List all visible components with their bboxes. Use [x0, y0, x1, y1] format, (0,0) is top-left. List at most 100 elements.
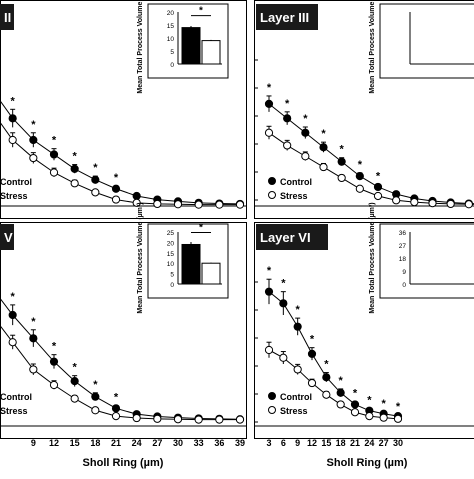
data-point	[374, 183, 381, 190]
inset-bar	[182, 244, 200, 284]
inset-tick-label: 20	[167, 240, 175, 247]
data-point	[195, 201, 202, 208]
data-point	[337, 401, 344, 408]
data-point	[30, 335, 37, 342]
data-point	[393, 197, 400, 204]
significance-asterisk: *	[303, 113, 308, 125]
data-point	[308, 350, 315, 357]
data-point	[9, 339, 16, 346]
data-point	[71, 395, 78, 402]
panel-label: Layer III	[260, 10, 309, 25]
legend-label: Stress	[280, 406, 308, 416]
legend-label: Control	[0, 177, 32, 187]
data-point	[338, 158, 345, 165]
inset-bar	[202, 263, 220, 284]
inset-frame	[380, 224, 474, 298]
significance-asterisk: *	[11, 95, 16, 107]
significance-asterisk: *	[11, 291, 16, 303]
significance-asterisk: *	[267, 82, 272, 94]
data-point	[71, 378, 78, 385]
inset-chart: Mean Total Process Volume (µm³)	[369, 0, 474, 94]
data-point	[112, 413, 119, 420]
data-point	[265, 288, 272, 295]
x-tick-label: 12	[49, 438, 59, 448]
x-axis-label: Sholl Ring (µm)	[327, 457, 408, 469]
legend-marker	[269, 178, 276, 185]
data-point	[323, 391, 330, 398]
x-tick-label: 39	[235, 438, 245, 448]
significance-asterisk: *	[114, 392, 119, 404]
data-point	[71, 180, 78, 187]
significance-asterisk: *	[52, 135, 57, 147]
data-point	[366, 413, 373, 420]
inset-tick-label: 27	[399, 243, 407, 250]
x-tick-label: 15	[70, 438, 80, 448]
significance-asterisk: *	[340, 144, 345, 156]
x-axis-label: Sholl Ring (µm)	[83, 457, 164, 469]
significance-asterisk: *	[52, 341, 57, 353]
x-tick-label: 30	[393, 438, 403, 448]
significance-asterisk: *	[321, 128, 326, 140]
significance-asterisk: *	[376, 170, 381, 182]
data-point	[308, 379, 315, 386]
legend-label: Control	[280, 177, 312, 187]
inset-tick-label: 15	[167, 23, 175, 30]
inset-tick-label: 15	[167, 251, 175, 258]
significance-asterisk: *	[73, 362, 78, 374]
data-point	[465, 201, 472, 208]
significance-asterisk: *	[31, 119, 36, 131]
data-point	[50, 358, 57, 365]
data-point	[265, 100, 272, 107]
data-point	[284, 115, 291, 122]
x-tick-label: 36	[214, 438, 224, 448]
inset-tick-label: 36	[399, 230, 407, 237]
x-tick-label: 21	[111, 438, 121, 448]
inset-sig-asterisk: *	[199, 222, 203, 233]
x-tick-label: 6	[281, 438, 286, 448]
significance-asterisk: *	[353, 388, 358, 400]
inset-tick-label: 9	[402, 269, 406, 276]
inset-bar	[182, 28, 200, 64]
data-point	[50, 381, 57, 388]
data-point	[374, 192, 381, 199]
data-point	[411, 199, 418, 206]
data-point	[236, 416, 243, 423]
panel-label: V	[4, 230, 13, 245]
data-point	[92, 176, 99, 183]
data-point	[280, 354, 287, 361]
data-point	[9, 136, 16, 143]
inset-tick-label: 10	[167, 36, 175, 43]
inset-sig-asterisk: *	[199, 6, 203, 17]
data-point	[265, 129, 272, 136]
significance-asterisk: *	[31, 316, 36, 328]
inset-frame	[380, 4, 474, 78]
legend-marker	[269, 192, 276, 199]
legend-label: Stress	[0, 406, 28, 416]
data-point	[71, 165, 78, 172]
x-tick-label: 24	[364, 438, 374, 448]
series-line	[269, 104, 474, 204]
inset-y-label: Mean Total Process Volume (µm³)	[369, 0, 376, 94]
significance-asterisk: *	[310, 334, 315, 346]
data-point	[351, 401, 358, 408]
x-tick-label: 9	[295, 438, 300, 448]
x-tick-label: 21	[350, 438, 360, 448]
inset-tick-label: 5	[170, 49, 174, 56]
data-point	[92, 393, 99, 400]
data-point	[338, 174, 345, 181]
data-point	[30, 154, 37, 161]
data-point	[323, 374, 330, 381]
series-line	[0, 89, 240, 203]
x-tick-label: 30	[173, 438, 183, 448]
data-point	[320, 163, 327, 170]
inset-tick-label: 25	[167, 230, 175, 237]
data-point	[92, 407, 99, 414]
data-point	[280, 300, 287, 307]
data-point	[265, 346, 272, 353]
inset-tick-label: 10	[167, 261, 175, 268]
